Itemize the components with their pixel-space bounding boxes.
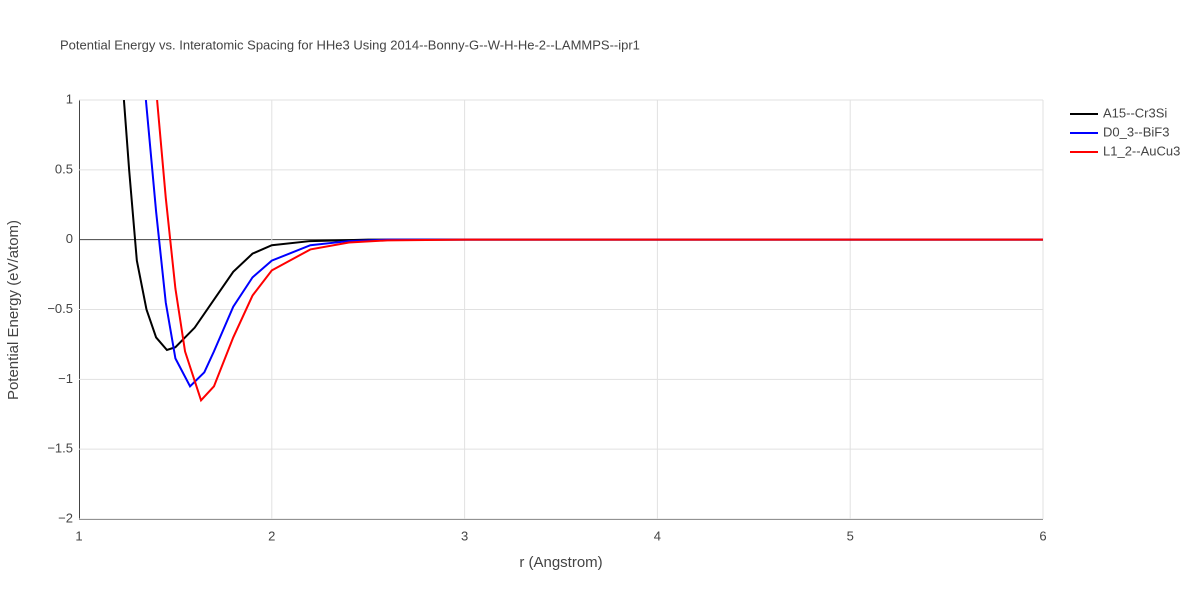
x-tick-label: 4 [654,528,661,543]
x-axis-label: r (Angstrom) [519,554,602,571]
y-tick-label: 0.5 [55,161,73,176]
y-tick-label: 0 [66,231,73,246]
legend-label: L1_2--AuCu3 [1103,143,1180,158]
y-tick-label: −1 [58,371,73,386]
series-line [144,100,1043,388]
legend-label: D0_3--BiF3 [1103,124,1169,139]
y-axis-label: Potential Energy (eV/atom) [5,220,22,400]
plot-area [122,100,1043,403]
legend-label: A15--Cr3Si [1103,105,1167,120]
y-tick-label: −1.5 [47,441,73,456]
series-line [156,100,1043,403]
x-tick-label: 1 [75,528,82,543]
y-tick-label: 1 [66,91,73,106]
x-tick-label: 2 [268,528,275,543]
y-tick-label: −0.5 [47,301,73,316]
x-tick-label: 5 [847,528,854,543]
series-line [122,100,1043,352]
x-tick-label: 3 [461,528,468,543]
y-tick-label: −2 [58,510,73,525]
x-tick-label: 6 [1039,528,1046,543]
chart-title: Potential Energy vs. Interatomic Spacing… [60,37,640,52]
